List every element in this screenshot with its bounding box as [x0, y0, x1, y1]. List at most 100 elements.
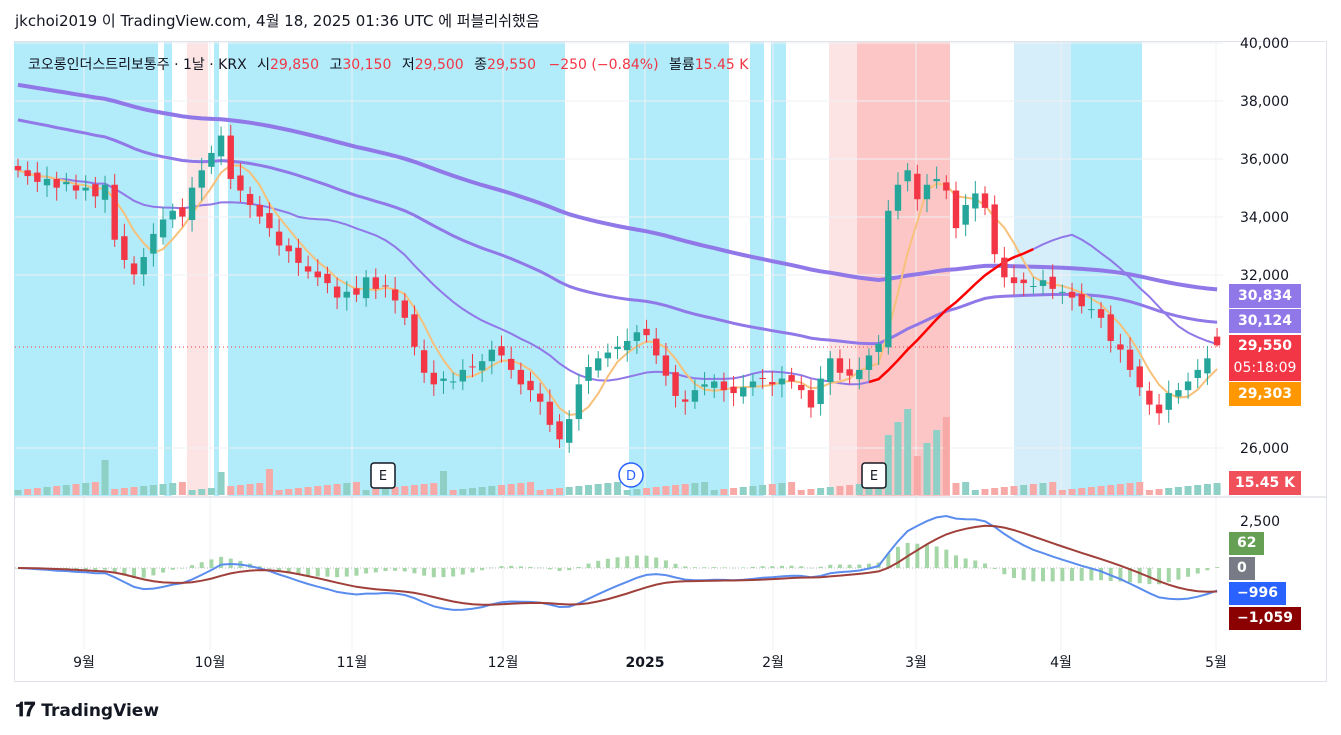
- volume-bar: [759, 485, 767, 495]
- volume-bar: [913, 456, 921, 495]
- macd-hist-bar: [963, 558, 968, 568]
- macd-hist-bar: [886, 553, 891, 568]
- volume-bar: [381, 488, 389, 495]
- candle-body: [933, 178, 940, 182]
- macd-hist-bar: [470, 568, 475, 573]
- candle-body: [1204, 358, 1211, 374]
- macd-hist-bar: [567, 568, 572, 571]
- macd-zero-tag: 0: [1229, 557, 1255, 580]
- macd-hist-bar: [1012, 568, 1017, 578]
- candle-body: [962, 205, 969, 225]
- candle-body: [1097, 309, 1105, 318]
- candle-body: [769, 382, 776, 385]
- macd-hist-bar: [335, 568, 340, 578]
- macd-hist-bar: [915, 543, 920, 568]
- volume-bar: [1049, 482, 1057, 495]
- candle-body: [391, 289, 399, 301]
- volume-bar: [807, 489, 815, 495]
- volume-bar: [159, 484, 167, 495]
- change-value: −250 (−0.84%): [548, 57, 659, 73]
- macd-hist-bar: [460, 568, 465, 575]
- volume-bar: [981, 489, 989, 495]
- bg-zone: [629, 42, 729, 496]
- background-zones: [14, 42, 1142, 496]
- candle-body: [246, 194, 254, 205]
- ma-mid-line: [17, 118, 1218, 346]
- axes: 40,000 38,000 36,000 34,000 32,000 26,000 2,50…: [73, 36, 1289, 671]
- volume-bar: [614, 482, 622, 495]
- x-axis-tick-label: 4월: [1050, 655, 1072, 671]
- macd-hist-bar: [267, 568, 272, 569]
- volume-bar: [53, 486, 61, 495]
- macd-hist-bar: [1166, 568, 1171, 583]
- y-axis-tick-label: 40,000: [1240, 36, 1289, 52]
- volume-tag: 15.45 K: [1229, 471, 1301, 495]
- volume-bar: [1116, 484, 1124, 495]
- candle-body: [469, 366, 476, 368]
- bg-zone: [750, 42, 764, 496]
- macd-hist-bar: [257, 566, 262, 568]
- candle-body: [885, 210, 892, 348]
- macd-line-tag: −996: [1229, 582, 1286, 605]
- event-marker[interactable]: E: [861, 462, 887, 489]
- volume-bar: [207, 488, 215, 495]
- macd-hist-bar: [296, 568, 301, 575]
- volume-bar: [546, 489, 554, 495]
- candle-body: [1107, 314, 1114, 341]
- macd-hist-bar: [161, 568, 166, 573]
- macd-hist-bar: [586, 563, 591, 568]
- macd-hist-bar: [151, 568, 156, 576]
- candle-body: [653, 338, 660, 356]
- candle-body: [682, 399, 689, 402]
- event-marker-label: E: [379, 469, 387, 484]
- macd-hist-bar: [934, 546, 939, 568]
- macd-hist-bar: [1215, 567, 1220, 568]
- candle-body: [740, 387, 747, 397]
- candle-body: [430, 372, 438, 385]
- macd-hist-bar: [673, 563, 678, 568]
- earnings-marker-box: [861, 462, 887, 489]
- volume-bar: [498, 485, 505, 495]
- candle-body: [440, 378, 447, 381]
- volume-bar: [362, 490, 370, 495]
- macd-hist-bar: [944, 549, 949, 568]
- candle-body: [401, 300, 408, 318]
- event-marker[interactable]: D: [618, 462, 644, 488]
- volume-bar: [1184, 486, 1192, 495]
- macd-hist-bar: [799, 566, 804, 568]
- event-marker[interactable]: E: [370, 462, 396, 489]
- candle-body: [701, 384, 708, 387]
- volume-bar: [788, 482, 796, 495]
- close-value: 29,550: [487, 57, 537, 73]
- macd-hist-bar: [847, 564, 852, 568]
- candle-body: [159, 219, 167, 238]
- volume-bar: [778, 483, 786, 495]
- volume-bar: [1126, 483, 1134, 495]
- candle-body: [827, 358, 834, 383]
- macd-hist-bar: [277, 568, 282, 572]
- candle-body: [856, 369, 863, 380]
- candle-body: [991, 204, 998, 255]
- candle-body: [981, 193, 989, 208]
- candle-body: [498, 346, 505, 356]
- macd-hist-bar: [973, 560, 978, 568]
- candle-body: [875, 343, 882, 352]
- macd-hist-bar: [103, 568, 108, 570]
- volume-bar: [459, 489, 467, 495]
- volume-bar: [449, 490, 457, 495]
- candle-body: [1165, 393, 1172, 410]
- macd-hist-bar: [1050, 568, 1055, 582]
- macd-hist-bar: [190, 565, 195, 568]
- volume-bar: [652, 487, 660, 495]
- macd-hist-bar: [219, 556, 224, 568]
- candle-body: [53, 178, 60, 188]
- macd-pane: [15, 514, 1220, 611]
- macd-hist-bar: [325, 568, 330, 577]
- volume-bar: [585, 485, 593, 495]
- macd-hist-bar: [538, 567, 543, 569]
- macd-hist-bar: [779, 565, 784, 568]
- volume-bar: [952, 483, 960, 495]
- candle-body: [691, 390, 699, 402]
- tradingview-logo[interactable]: 𝟏𝟕 TradingView: [15, 697, 159, 721]
